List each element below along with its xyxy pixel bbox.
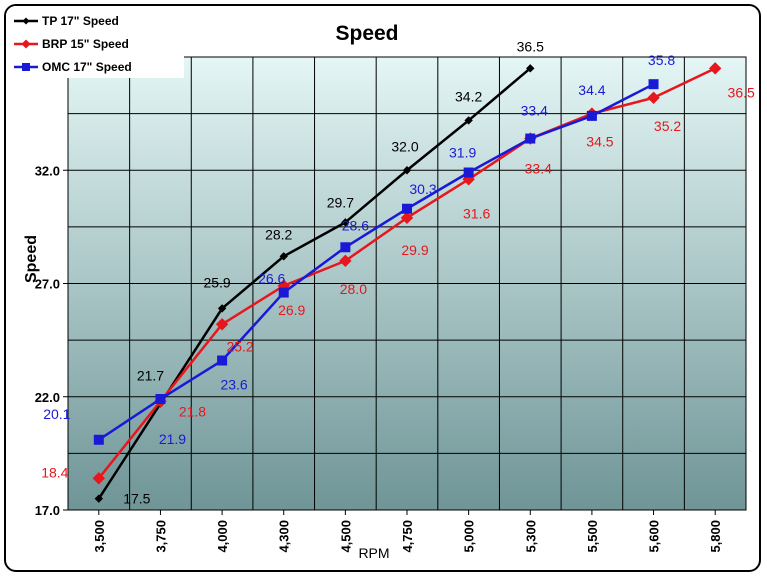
data-label: 36.5 bbox=[517, 38, 544, 54]
data-label: 26.9 bbox=[278, 302, 305, 318]
legend-label: OMC 17" Speed bbox=[42, 60, 132, 74]
series-3 bbox=[93, 79, 659, 445]
data-label: 21.7 bbox=[137, 368, 164, 384]
x-tick-label: 4,000 bbox=[215, 520, 230, 553]
x-tick-label: 3,500 bbox=[92, 520, 107, 553]
data-point-diamond bbox=[94, 494, 104, 503]
data-label: 34.5 bbox=[586, 134, 613, 150]
data-label: 31.9 bbox=[449, 145, 476, 161]
x-tick-label: 3,750 bbox=[153, 520, 168, 553]
data-label: 33.4 bbox=[525, 161, 552, 177]
legend-label: BRP 15" Speed bbox=[42, 37, 129, 51]
data-point-square bbox=[463, 167, 474, 178]
data-point-diamond bbox=[708, 62, 722, 75]
data-label: 29.9 bbox=[401, 242, 428, 258]
data-label: 25.9 bbox=[203, 274, 230, 290]
data-label: 18.4 bbox=[41, 464, 68, 480]
series-line bbox=[98, 83, 655, 441]
data-label: 33.4 bbox=[521, 103, 548, 119]
x-tick-label: 4,300 bbox=[277, 520, 292, 553]
legend-item-1: TP 17" Speed bbox=[14, 14, 119, 28]
x-tick-label: 5,300 bbox=[523, 520, 538, 553]
data-label: 21.9 bbox=[159, 431, 186, 447]
data-point-square bbox=[217, 355, 228, 366]
data-point-square bbox=[340, 242, 351, 253]
data-label: 34.2 bbox=[455, 88, 482, 104]
data-labels: 17.5 21.7 25.9 28.2 29.7 32.0 34.2 36.5 18.4 21.8… bbox=[41, 38, 755, 506]
data-label: 28.0 bbox=[340, 281, 367, 297]
data-point-diamond bbox=[279, 252, 288, 261]
chart-title: Speed bbox=[335, 22, 398, 45]
y-axis-title: Speed bbox=[23, 235, 40, 283]
legend: TP 17" Speed BRP 15" Speed OMC 17" Speed bbox=[6, 6, 184, 78]
data-label: 29.7 bbox=[327, 194, 354, 210]
legend-diamond-marker bbox=[22, 17, 30, 25]
data-label: 34.4 bbox=[578, 82, 605, 98]
speed-chart: 17.022.027.032.037.03,5003,7504,0004,300… bbox=[6, 6, 755, 561]
data-point-square bbox=[586, 110, 597, 121]
data-point-diamond bbox=[92, 472, 106, 485]
legend-label: TP 17" Speed bbox=[42, 14, 119, 28]
data-point-square bbox=[402, 203, 412, 214]
legend-item-3: OMC 17" Speed bbox=[14, 60, 132, 74]
data-label: 17.5 bbox=[123, 491, 150, 507]
data-point-diamond bbox=[402, 166, 412, 175]
data-label: 25.2 bbox=[226, 338, 253, 354]
x-axis-title: RPM bbox=[358, 545, 389, 561]
data-point-diamond bbox=[526, 64, 535, 73]
data-label: 36.5 bbox=[728, 84, 755, 100]
data-label: 20.1 bbox=[43, 406, 70, 422]
data-point-diamond bbox=[647, 91, 660, 104]
legend-diamond-marker bbox=[21, 39, 31, 49]
data-point-diamond bbox=[464, 116, 473, 125]
data-point-square bbox=[93, 434, 104, 445]
data-point-diamond bbox=[339, 254, 352, 268]
data-label: 26.6 bbox=[258, 271, 285, 287]
axes: 17.022.027.032.037.03,5003,7504,0004,300… bbox=[35, 50, 723, 553]
data-point-diamond bbox=[341, 218, 350, 227]
chart-frame: 17.022.027.032.037.03,5003,7504,0004,300… bbox=[4, 4, 761, 572]
x-tick-label: 5,800 bbox=[708, 520, 723, 553]
x-tick-label: 4,750 bbox=[400, 520, 415, 553]
legend-square-marker bbox=[22, 63, 30, 71]
data-point-square bbox=[155, 394, 166, 405]
data-point-diamond bbox=[400, 211, 414, 225]
x-tick-label: 5,000 bbox=[462, 520, 477, 553]
data-point-diamond bbox=[215, 318, 229, 331]
y-tick-label: 17.0 bbox=[35, 503, 60, 518]
data-label: 21.8 bbox=[179, 403, 206, 419]
data-point-diamond bbox=[217, 304, 227, 313]
y-tick-label: 22.0 bbox=[35, 390, 60, 405]
data-label: 30.3 bbox=[409, 181, 436, 197]
legend-item-2: BRP 15" Speed bbox=[14, 37, 129, 51]
data-label: 35.2 bbox=[654, 118, 681, 134]
data-point-square bbox=[648, 79, 659, 90]
data-label: 23.6 bbox=[220, 377, 247, 393]
data-label: 28.6 bbox=[342, 217, 369, 233]
data-label: 31.6 bbox=[463, 205, 490, 221]
data-label: 28.2 bbox=[265, 226, 292, 242]
gridlines bbox=[68, 57, 746, 510]
data-point-square bbox=[525, 133, 536, 144]
data-point-square bbox=[278, 287, 289, 298]
series-group bbox=[92, 62, 722, 503]
data-label: 35.8 bbox=[648, 52, 675, 68]
x-tick-label: 4,500 bbox=[338, 520, 353, 553]
data-label: 32.0 bbox=[391, 138, 418, 154]
x-tick-label: 5,600 bbox=[647, 520, 662, 553]
x-tick-label: 5,500 bbox=[585, 520, 600, 553]
y-tick-label: 32.0 bbox=[35, 163, 60, 178]
y-tick-label: 27.0 bbox=[35, 277, 60, 292]
